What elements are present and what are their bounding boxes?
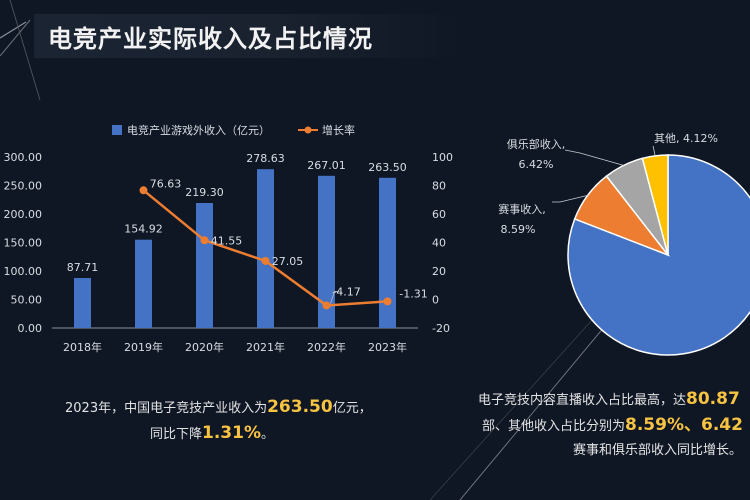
- page-title: 电竞产业实际收入及占比情况: [48, 25, 373, 53]
- summary-left-line1: 2023年，中国电子竞技产业收入为263.50亿元，: [65, 397, 372, 417]
- summary-right-line2: 部、其他收入占比分别为8.59%、6.42: [482, 415, 743, 435]
- x-tick-label: 2018年: [63, 340, 102, 354]
- bar-value-label: 263.50: [368, 161, 407, 174]
- summary-right-line1: 电子竞技内容直播收入占比最高，达80.87: [478, 389, 740, 409]
- x-tick-label: 2020年: [185, 340, 224, 354]
- bar-value-label: 219.30: [185, 186, 224, 199]
- y-left-tick-label: 200.00: [4, 208, 43, 221]
- growth-rate-point: [383, 297, 392, 306]
- y-right-tick-label: 60: [432, 208, 446, 221]
- legend-swatch-line-marker: [304, 126, 312, 134]
- bar-value-label: 154.92: [124, 223, 163, 236]
- pie-leader-line: [552, 194, 588, 203]
- y-left-tick-label: 50.00: [11, 294, 43, 307]
- y-right-tick-label: 0: [432, 294, 439, 307]
- bar-value-label: 267.01: [307, 159, 346, 172]
- y-left-tick-label: 0.00: [18, 322, 43, 335]
- title-banner: [34, 14, 464, 58]
- bar: [196, 202, 213, 328]
- y-right-tick-label: 80: [432, 180, 446, 193]
- growth-rate-label: 27.05: [272, 255, 304, 268]
- growth-rate-label: 41.55: [211, 234, 243, 247]
- growth-rate-label: -4.17: [332, 285, 360, 298]
- y-left-tick-label: 250.00: [4, 180, 43, 193]
- pie-leader-line: [564, 149, 624, 166]
- bar: [74, 278, 91, 328]
- y-right-tick-label: 20: [432, 265, 446, 278]
- pie-pct-saishi: 8.59%: [501, 223, 536, 236]
- growth-rate-label: 76.63: [150, 177, 182, 190]
- summary-right-line3: 赛事和俱乐部收入同比增长。: [573, 443, 743, 458]
- pie-slice: [567, 154, 750, 356]
- y-left-tick-label: 300.00: [4, 151, 43, 164]
- pie-pct-julebu: 6.42%: [519, 158, 554, 171]
- revenue-share-pie-chart: 赛事收入, 8.59% 俱乐部收入, 6.42% 其他, 4.12%: [498, 132, 750, 356]
- growth-rate-point: [322, 301, 331, 310]
- pie-label-julebu: 俱乐部收入,: [507, 137, 566, 151]
- bar: [135, 239, 152, 328]
- legend-label-line: 增长率: [322, 123, 355, 137]
- growth-rate-point: [139, 186, 148, 195]
- y-right-tick-label: -20: [432, 322, 450, 335]
- legend-label-bar: 电竞产业游戏外收入（亿元）: [127, 123, 270, 137]
- legend-swatch-bar: [112, 125, 122, 135]
- growth-rate-point: [200, 236, 209, 245]
- pie-label-saishi: 赛事收入,: [498, 202, 546, 216]
- y-right-tick-label: 100: [432, 151, 453, 164]
- bar-value-label: 87.71: [67, 261, 99, 274]
- bar: [318, 175, 335, 328]
- revenue-growth-chart: 0.00 50.00 100.00 150.00 200.00 250.00 300.00 -…: [4, 123, 454, 354]
- bar-value-label: 278.63: [246, 152, 285, 165]
- x-tick-label: 2019年: [124, 340, 163, 354]
- y-left-tick-label: 100.00: [4, 265, 43, 278]
- x-tick-label: 2022年: [307, 340, 346, 354]
- pie-leader-line: [652, 145, 656, 156]
- y-right-tick-label: 40: [432, 237, 446, 250]
- x-tick-label: 2023年: [368, 340, 407, 354]
- summary-left-line2: 同比下降1.31%。: [150, 423, 275, 443]
- pie-label-qita: 其他, 4.12%: [654, 132, 718, 145]
- x-tick-label: 2021年: [246, 340, 285, 354]
- growth-rate-label: -1.31: [399, 287, 427, 300]
- y-left-tick-label: 150.00: [4, 237, 43, 250]
- bar: [257, 169, 274, 328]
- growth-label-leader: [330, 291, 340, 304]
- bar: [379, 177, 396, 328]
- growth-rate-point: [261, 256, 270, 265]
